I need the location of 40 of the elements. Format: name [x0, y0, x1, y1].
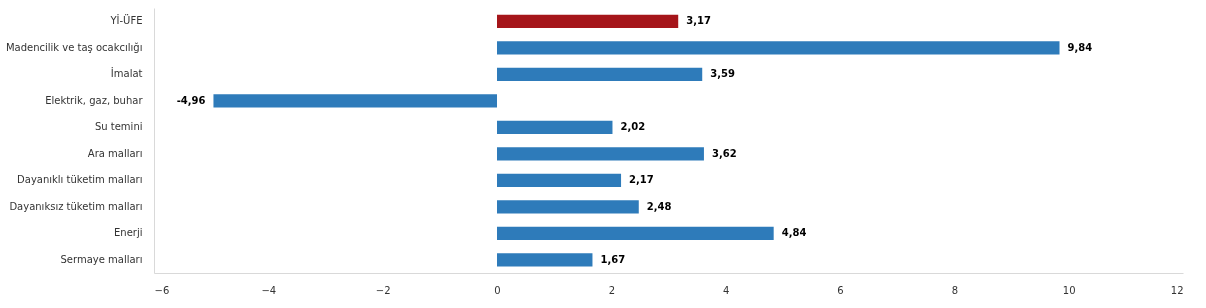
y-tick-label: Enerji	[114, 227, 143, 239]
x-tick-label: 8	[951, 284, 959, 296]
data-label: 3,59	[710, 68, 735, 80]
x-tick-label: 2	[608, 284, 616, 296]
x-tick-label: −4	[261, 284, 277, 296]
x-tick-label: 6	[837, 284, 844, 296]
y-tick-label: Su temini	[94, 121, 143, 133]
bar	[497, 226, 774, 240]
x-tick-label: −6	[154, 284, 170, 296]
x-tick-label: 12	[1170, 284, 1184, 296]
y-tick-label: İmalat	[110, 67, 143, 80]
y-tick-label: Dayanıklı tüketim malları	[17, 174, 143, 186]
data-label: -4,96	[176, 94, 206, 106]
y-tick-label: Yİ-ÜFE	[109, 14, 143, 27]
data-label: 2,48	[646, 200, 672, 212]
y-tick-label: Madencilik ve taş ocakcılığı	[5, 41, 143, 53]
data-label: 3,17	[686, 15, 711, 27]
data-label: 4,84	[781, 227, 807, 239]
y-tick-label: Dayanıksız tüketim malları	[9, 200, 143, 212]
bar	[497, 120, 613, 134]
data-label: 9,84	[1067, 41, 1093, 53]
bar	[497, 41, 1060, 55]
bar	[213, 94, 497, 108]
data-label: 2,02	[620, 121, 646, 133]
data-label: 3,62	[711, 147, 737, 159]
x-tick-label: −2	[375, 284, 391, 296]
bar	[497, 67, 703, 81]
y-tick-label: Sermaye malları	[60, 253, 143, 265]
bar	[497, 173, 622, 187]
bar	[497, 147, 704, 161]
bar	[497, 200, 639, 214]
data-label: 1,67	[600, 253, 626, 265]
x-tick-label: 0	[494, 284, 501, 296]
bar	[497, 14, 679, 28]
bar	[497, 253, 593, 267]
data-label: 2,17	[629, 174, 654, 186]
y-tick-label: Elektrik, gaz, buhar	[45, 94, 144, 106]
x-tick-label: 4	[722, 284, 730, 296]
x-tick-label: 10	[1062, 284, 1076, 296]
y-tick-label: Ara malları	[87, 147, 143, 159]
